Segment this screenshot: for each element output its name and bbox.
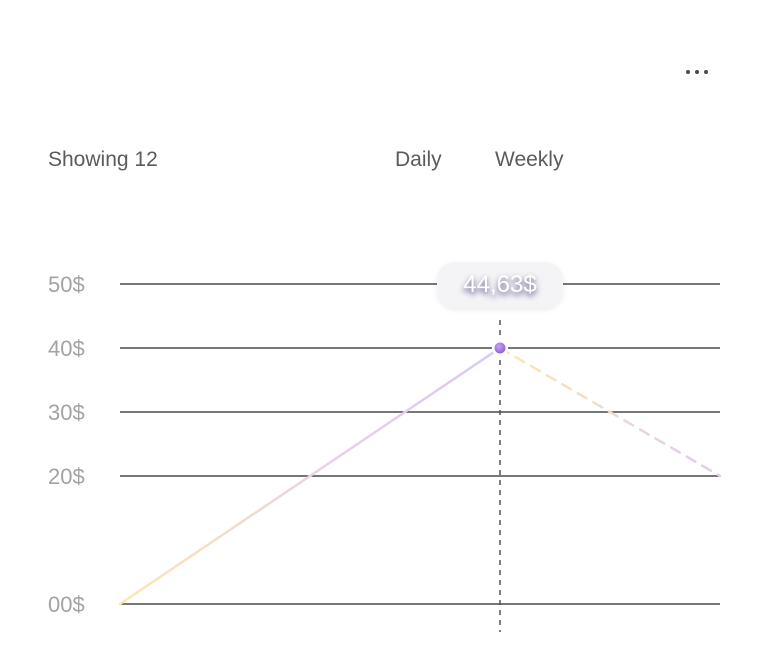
data-point-marker[interactable] [494,342,506,354]
more-horizontal-icon [686,70,690,74]
tooltip-value: 44,63$ [463,271,537,298]
y-tick-label: 20$ [48,464,85,489]
y-axis-tick-labels: 50$ 40$ 30$ 20$ 00$ [48,272,85,617]
showing-count-label: Showing 12 [48,148,158,171]
highlight-marker [492,340,508,356]
chart-header: Showing 12 Daily Weekly [48,148,720,176]
y-tick-label: 30$ [48,400,85,425]
series-line-projected [498,346,722,478]
value-tooltip: 44,63$ [437,262,563,308]
grid-lines [120,283,720,605]
tab-weekly[interactable]: Weekly [495,148,564,171]
y-tick-label: 00$ [48,592,85,617]
more-horizontal-icon-dot [695,70,699,74]
series-line-actual [118,346,502,606]
more-horizontal-icon-dot [704,70,708,74]
series-lines [118,346,722,606]
tab-daily[interactable]: Daily [395,148,442,171]
y-tick-label: 40$ [48,336,85,361]
y-tick-label: 50$ [48,272,85,297]
more-options-button[interactable] [676,60,718,84]
